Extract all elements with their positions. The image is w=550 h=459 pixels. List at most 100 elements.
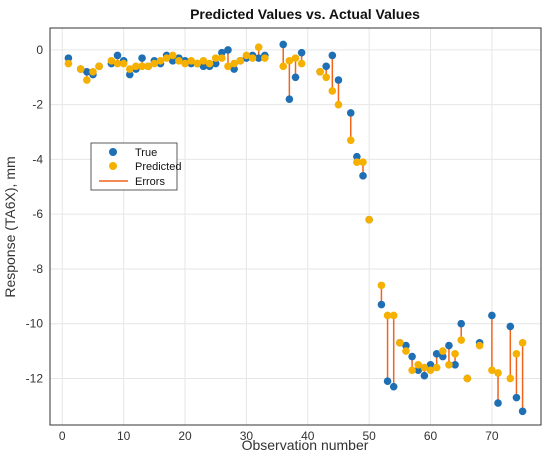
true-point — [285, 95, 294, 103]
true-point — [414, 366, 423, 375]
predicted-point — [359, 158, 367, 166]
chart-title: Predicted Values vs. Actual Values — [190, 6, 420, 22]
axis-ticks: 0 10 20 30 40 50 60 70 0 -2 -4 -6 -8 -10 -12 — [26, 43, 499, 443]
predicted-point — [64, 59, 73, 68]
legend-errors-label: Errors — [135, 176, 165, 188]
predicted-point — [518, 339, 527, 347]
true-point — [488, 311, 496, 320]
predicted-point — [138, 62, 146, 71]
y-tick-label: -10 — [26, 317, 44, 331]
true-point — [389, 382, 398, 391]
predicted-point — [107, 57, 116, 65]
true-series — [64, 40, 527, 416]
y-tick-label: -12 — [26, 371, 44, 385]
predicted-point — [199, 57, 208, 65]
true-point — [426, 360, 435, 369]
predicted-point — [291, 54, 300, 62]
predicted-point — [463, 374, 472, 383]
true-point — [346, 109, 355, 117]
predicted-point — [150, 59, 159, 68]
legend-predicted-label: Predicted — [135, 161, 181, 173]
true-point — [439, 352, 447, 361]
true-point — [218, 48, 226, 57]
x-tick-label: 0 — [59, 429, 66, 443]
chart-grid — [50, 28, 541, 425]
predicted-point — [389, 311, 398, 320]
true-point — [138, 54, 146, 62]
predicted-point — [205, 59, 214, 68]
x-tick-label: 70 — [485, 429, 499, 443]
predicted-point — [506, 374, 515, 383]
predicted-point — [322, 73, 330, 82]
legend-predicted-marker — [109, 162, 117, 170]
predicted-point — [181, 59, 189, 68]
predicted-point — [224, 62, 232, 71]
predicted-point — [83, 76, 91, 84]
true-point — [254, 54, 263, 62]
predicted-point — [297, 59, 306, 68]
true-point — [279, 40, 288, 49]
predicted-point — [113, 59, 122, 68]
predicted-point — [125, 65, 134, 73]
true-point — [359, 172, 367, 180]
x-axis-label: Observation number — [242, 437, 369, 453]
true-point — [64, 54, 73, 62]
true-point — [291, 73, 300, 82]
predicted-point — [439, 347, 447, 355]
predicted-point — [132, 62, 140, 71]
predicted-point — [408, 366, 416, 375]
predicted-point — [76, 65, 85, 73]
y-tick-label: -8 — [32, 262, 43, 276]
predicted-point — [242, 51, 251, 60]
predicted-point — [95, 62, 103, 71]
x-tick-label: 60 — [424, 429, 438, 443]
true-point — [445, 341, 453, 350]
true-point — [328, 51, 337, 60]
true-point — [506, 322, 515, 331]
predicted-point — [488, 366, 496, 375]
predicted-point — [457, 336, 466, 344]
true-point — [518, 407, 527, 416]
x-tick-label: 30 — [240, 429, 254, 443]
y-tick-label: -2 — [32, 98, 43, 112]
y-tick-label: 0 — [36, 43, 43, 57]
predicted-point — [346, 136, 355, 145]
predicted-point — [383, 311, 392, 320]
true-point — [457, 319, 466, 328]
true-point — [408, 352, 416, 361]
true-point — [377, 300, 386, 309]
predicted-point — [426, 366, 435, 375]
predicted-series — [64, 43, 527, 383]
true-point — [230, 65, 238, 73]
true-point — [322, 62, 330, 71]
predicted-point — [187, 57, 195, 65]
y-axis-label: Response (TA6X), mm — [2, 156, 18, 297]
predicted-point — [144, 62, 152, 71]
legend-true-label: True — [135, 147, 157, 159]
predicted-point — [420, 363, 429, 372]
true-point — [420, 371, 429, 380]
predicted-point — [162, 54, 171, 62]
predicted-point — [414, 360, 423, 369]
y-tick-label: -4 — [32, 152, 43, 166]
predicted-point — [211, 54, 220, 62]
true-point — [494, 399, 502, 407]
x-tick-label: 20 — [178, 429, 192, 443]
predicted-point — [377, 281, 386, 290]
true-point — [83, 68, 91, 76]
predicted-point — [175, 57, 183, 65]
x-tick-label: 10 — [117, 429, 131, 443]
predicted-point — [236, 57, 245, 65]
predicted-point — [285, 57, 294, 65]
y-tick-label: -6 — [32, 207, 43, 221]
predicted-point — [432, 363, 441, 372]
true-point — [383, 377, 392, 385]
true-point — [224, 46, 232, 54]
true-point — [199, 62, 208, 71]
predicted-point — [193, 59, 202, 68]
predicted-point — [218, 54, 226, 62]
legend: True Predicted Errors — [90, 142, 181, 191]
predicted-point — [396, 339, 404, 347]
predicted-point — [365, 215, 373, 224]
predicted-point — [156, 57, 165, 65]
